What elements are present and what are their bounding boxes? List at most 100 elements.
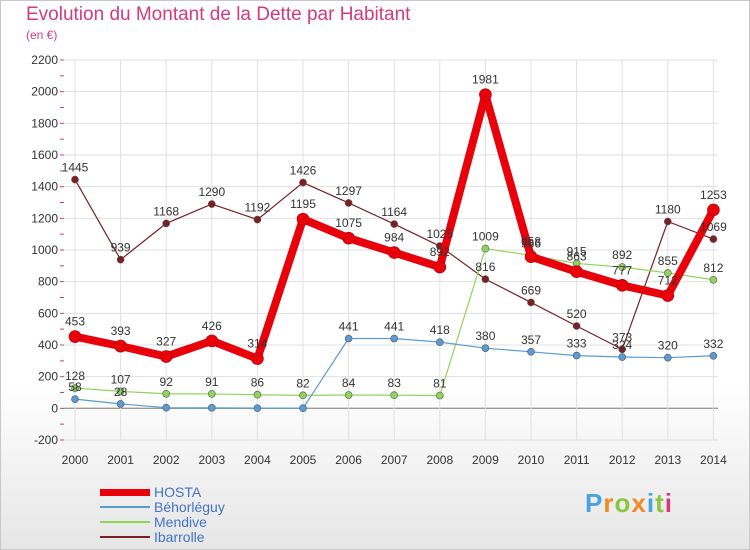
data-label: 915 [567,244,587,258]
data-label: 86 [251,376,265,390]
chart-title: Evolution du Montant de la Dette par Hab… [26,4,411,25]
data-point [663,217,672,226]
data-point [390,391,399,399]
data-point [481,275,490,283]
data-label: 1192 [244,201,270,215]
data-point [481,244,490,253]
data-label: 426 [202,319,222,333]
x-tick-label: 2014 [700,453,727,467]
data-point [68,330,82,343]
data-point [481,344,490,352]
data-point [663,353,672,362]
data-point [162,389,170,398]
y-tick-label: 600 [38,306,58,320]
logo-letter: P [585,488,604,518]
data-point [527,298,535,307]
x-tick-label: 2005 [290,453,317,467]
x-tick-label: 2007 [381,453,408,467]
data-label: 812 [703,261,723,275]
data-label: 816 [475,260,495,274]
data-point [527,348,535,356]
data-point [299,391,307,400]
data-point [344,334,353,343]
y-tick-label: 1200 [31,211,58,225]
data-point [253,404,262,412]
data-label: 28 [114,385,128,399]
data-point [342,231,355,245]
data-label: 855 [658,254,678,268]
x-tick-label: 2002 [153,453,180,467]
logo-letter: r [603,488,615,518]
data-point [208,404,216,412]
x-tick-label: 2004 [244,453,271,467]
data-point [71,395,79,403]
data-point [71,175,79,184]
legend-swatch [100,488,150,496]
data-point [71,384,79,392]
data-label: 92 [160,375,174,389]
data-label: 324 [612,338,632,352]
data-label: 128 [65,369,85,383]
data-label: 332 [703,337,723,351]
data-label: 327 [156,335,176,349]
y-tick-label: 0 [51,401,58,415]
data-label: 1069 [700,220,727,234]
data-label: 82 [296,376,310,390]
data-label: 1195 [290,197,316,211]
data-label: 1075 [335,216,362,230]
data-label: 84 [342,376,356,390]
logo-letter: t [655,488,665,518]
data-point [114,339,127,353]
data-label: 418 [430,323,450,337]
data-label: 520 [567,307,587,321]
y-tick-label: 400 [38,338,58,352]
data-label: 393 [111,324,131,338]
data-point [162,403,170,412]
data-point [387,246,401,259]
data-label: 892 [430,245,450,259]
legend-swatch [100,536,150,538]
data-label: 958 [521,235,541,249]
data-label: 984 [384,231,404,245]
data-label: 333 [567,337,587,351]
data-label: 441 [339,320,359,334]
x-tick-label: 2000 [62,453,89,467]
data-point [299,404,307,412]
x-tick-label: 2012 [609,453,636,467]
data-label: 863 [567,250,587,264]
data-label: 453 [65,315,85,329]
data-label: 380 [475,329,495,343]
data-point [709,351,718,360]
legend-label: Béhorléguy [154,499,225,515]
data-label: 777 [612,263,632,277]
x-tick-label: 2010 [518,453,545,467]
y-tick-label: 200 [38,370,58,384]
data-label: 441 [384,320,404,334]
y-tick-label: 2200 [31,53,58,67]
data-label: 1297 [335,184,362,198]
legend-label: HOSTA [154,484,202,500]
data-label: 1981 [472,73,499,87]
legend-item: Mendive [100,514,300,530]
data-point [116,255,125,264]
chart-unit-label: (en €) [26,28,58,42]
x-tick-label: 2003 [198,453,225,467]
data-point [344,391,353,399]
data-point [116,387,125,396]
data-label: 1168 [153,204,179,218]
data-label: 939 [111,241,131,255]
data-point [618,353,627,361]
data-point [205,334,219,348]
data-label: 1025 [426,227,453,241]
legend-label: Ibarrolle [154,529,205,545]
data-point [524,250,538,263]
data-point [253,390,262,399]
data-label: 91 [205,375,219,389]
data-point [433,260,447,274]
data-point [663,269,672,277]
data-point [435,391,444,400]
data-point [709,275,718,284]
y-tick-label: 1400 [31,180,58,194]
data-point [661,289,675,302]
